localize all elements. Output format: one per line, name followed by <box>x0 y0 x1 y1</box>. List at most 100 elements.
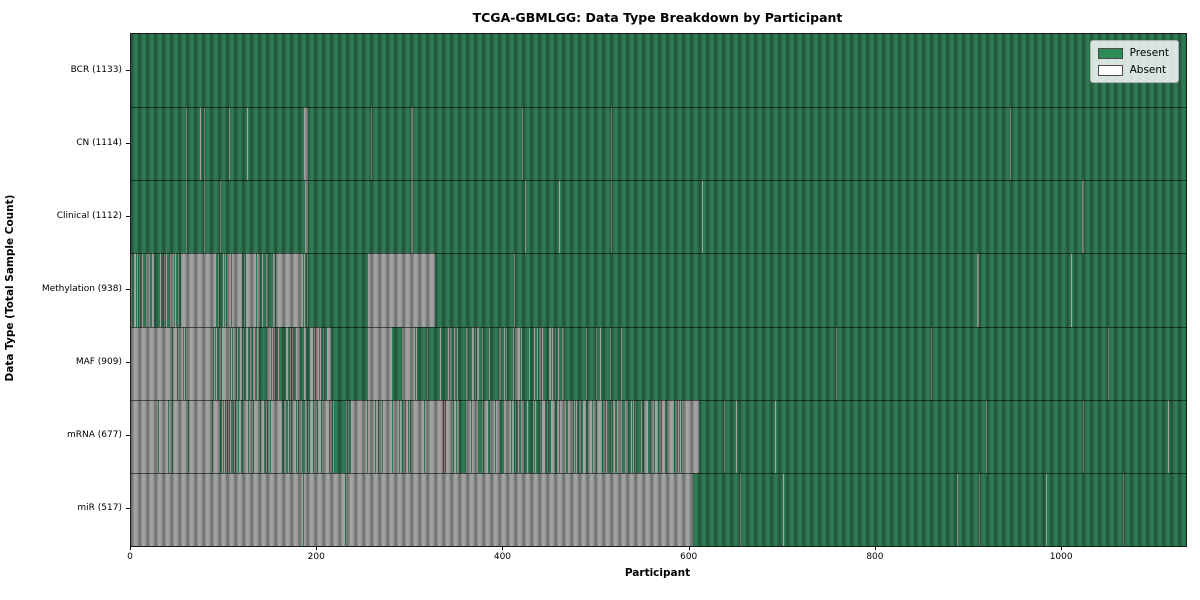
absent-run <box>309 326 313 400</box>
present-run <box>479 326 483 400</box>
present-run <box>979 253 1072 327</box>
absent-run <box>316 326 320 400</box>
present-run <box>404 399 406 473</box>
present-run <box>303 253 305 327</box>
present-run <box>554 399 558 473</box>
present-run <box>604 399 606 473</box>
present-run <box>658 399 659 473</box>
absent-run <box>736 399 738 473</box>
xtick-label-400: 400 <box>493 552 512 562</box>
present-run <box>171 326 173 400</box>
present-run <box>281 399 284 473</box>
absent-run <box>184 326 185 400</box>
present-run <box>377 399 379 473</box>
present-run <box>573 399 575 473</box>
absent-run <box>506 326 508 400</box>
heatmap-row-CN <box>131 107 1186 181</box>
absent-run <box>489 326 491 400</box>
present-run <box>306 399 308 473</box>
absent-run <box>620 326 622 400</box>
present-run <box>654 399 656 473</box>
present-run <box>372 107 412 181</box>
present-run <box>225 399 226 473</box>
absent-run <box>405 399 409 473</box>
present-run <box>391 399 393 473</box>
absent-run <box>611 180 613 254</box>
absent-run <box>225 399 227 473</box>
heatmap-row-BCR <box>131 34 1186 108</box>
absent-run <box>474 326 476 400</box>
ytick-label-MAF: MAF (909) <box>75 357 122 368</box>
present-run <box>240 399 243 473</box>
present-run <box>587 326 596 400</box>
absent-run <box>185 180 187 254</box>
absent-run <box>554 326 556 400</box>
present-run <box>243 326 246 400</box>
present-run <box>522 326 529 400</box>
xtick-label-800: 800 <box>866 552 884 562</box>
present-run <box>183 326 185 400</box>
present-run <box>333 399 347 473</box>
absent-run <box>652 399 655 473</box>
absent-run <box>309 399 313 473</box>
absent-run <box>245 253 256 327</box>
absent-run <box>239 326 242 400</box>
present-run <box>441 326 448 400</box>
present-run <box>219 253 224 327</box>
present-run <box>515 399 519 473</box>
absent-run <box>461 399 463 473</box>
absent-run <box>415 326 417 400</box>
present-run <box>135 253 137 327</box>
absent-run <box>304 326 307 400</box>
present-run <box>275 253 277 327</box>
present-run <box>131 253 134 327</box>
legend-label-present: Present <box>1129 47 1169 59</box>
present-run <box>131 180 186 254</box>
absent-run <box>1122 472 1124 546</box>
present-run <box>621 399 625 473</box>
absent-run <box>658 399 661 473</box>
absent-run <box>306 253 308 327</box>
present-run <box>503 326 505 400</box>
absent-run <box>288 399 290 473</box>
present-run <box>307 180 412 254</box>
present-run <box>442 399 444 473</box>
present-run <box>615 399 618 473</box>
absent-run <box>471 326 474 400</box>
absent-run <box>262 253 264 327</box>
absent-run <box>253 399 261 473</box>
absent-run <box>222 326 230 400</box>
present-run <box>612 180 702 254</box>
present-run <box>167 253 171 327</box>
present-run <box>151 253 153 327</box>
absent-run <box>170 253 174 327</box>
absent-run <box>409 399 411 473</box>
absent-run <box>782 472 784 546</box>
ytick-label-CN: CN (1114) <box>76 137 122 148</box>
absent-run <box>667 399 674 473</box>
absent-run <box>443 399 445 473</box>
absent-run <box>261 399 265 473</box>
absent-run <box>1168 399 1170 473</box>
absent-run <box>243 253 245 327</box>
absent-run <box>611 399 613 473</box>
heatmap-row-Clinical <box>131 180 1186 254</box>
present-run <box>740 472 783 546</box>
absent-run <box>371 107 373 181</box>
absent-run <box>230 326 233 400</box>
absent-run <box>547 399 549 473</box>
present-run <box>173 253 175 327</box>
ytick-mark <box>126 362 130 363</box>
present-run <box>606 399 612 473</box>
absent-run <box>131 399 158 473</box>
absent-run <box>624 399 629 473</box>
present-run <box>565 399 568 473</box>
present-run <box>1169 399 1186 473</box>
present-run <box>514 253 978 327</box>
absent-run <box>378 399 383 473</box>
absent-run <box>313 326 316 400</box>
present-run <box>320 399 322 473</box>
present-run <box>399 399 401 473</box>
absent-run <box>513 253 515 327</box>
absent-run <box>225 253 226 327</box>
